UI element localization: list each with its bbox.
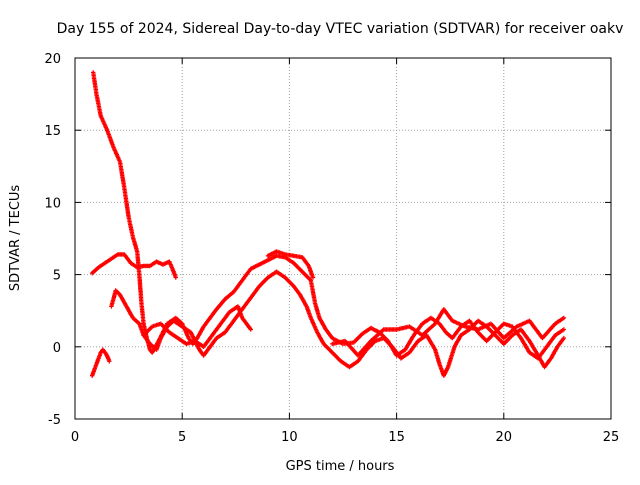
- x-tick-label: 10: [281, 430, 298, 445]
- data-point: [173, 275, 178, 280]
- y-tick-label: 20: [44, 52, 61, 67]
- data-point: [561, 327, 567, 332]
- x-tick-label: 5: [178, 430, 186, 445]
- data-point: [248, 327, 254, 332]
- y-tick-label: 0: [53, 341, 61, 356]
- series-track-7: [330, 307, 567, 358]
- data-point: [310, 275, 316, 280]
- data-point: [107, 359, 112, 364]
- series-track-4: [141, 304, 254, 349]
- chart-title: Day 155 of 2024, Sidereal Day-to-day VTE…: [57, 21, 624, 37]
- series-track-2: [90, 252, 178, 280]
- series-track-5: [90, 347, 112, 378]
- axis-ticks: [74, 57, 612, 420]
- data-point: [561, 315, 567, 321]
- data-point: [561, 335, 567, 341]
- x-axis-label: GPS time / hours: [286, 459, 395, 474]
- x-tick-label: 20: [496, 430, 513, 445]
- y-tick-label: 5: [53, 269, 61, 284]
- y-tick-label: 10: [44, 196, 61, 211]
- grid-lines: [75, 58, 611, 419]
- series-track-6: [265, 249, 316, 280]
- x-tick-label: 0: [71, 430, 79, 445]
- tick-labels: 0 5 10 15 20 25 -5 0 5 10 15 20: [44, 52, 619, 445]
- data-points: [90, 70, 567, 378]
- x-tick-label: 15: [388, 430, 405, 445]
- x-tick-label: 25: [603, 430, 620, 445]
- series-track-1: [91, 70, 567, 361]
- y-axis-label: SDTVAR / TECUs: [8, 185, 23, 292]
- y-tick-label: 15: [44, 124, 61, 139]
- plot-frame: [74, 57, 612, 420]
- y-tick-label: -5: [48, 413, 61, 428]
- series-track-3: [109, 269, 567, 378]
